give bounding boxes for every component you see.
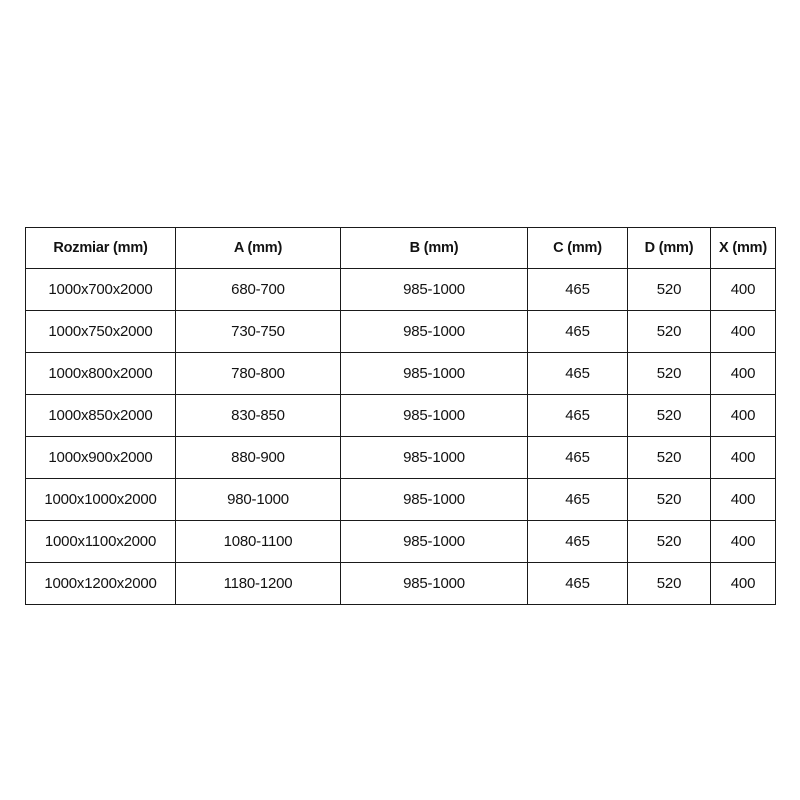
cell-b: 985-1000	[340, 268, 528, 311]
table-row: 1000x700x2000 680-700 985-1000 465 520 4…	[25, 268, 776, 311]
cell-rozmiar: 1000x750x2000	[25, 310, 176, 353]
cell-rozmiar: 1000x1100x2000	[25, 520, 176, 563]
cell-c: 465	[527, 520, 628, 563]
column-header-b: B (mm)	[340, 227, 528, 269]
cell-rozmiar: 1000x800x2000	[25, 352, 176, 395]
cell-d: 520	[627, 436, 711, 479]
cell-x: 400	[710, 394, 776, 437]
cell-a: 780-800	[175, 352, 341, 395]
cell-x: 400	[710, 520, 776, 563]
cell-d: 520	[627, 394, 711, 437]
column-header-rozmiar: Rozmiar (mm)	[25, 227, 176, 269]
column-header-x: X (mm)	[710, 227, 776, 269]
cell-b: 985-1000	[340, 562, 528, 605]
cell-d: 520	[627, 520, 711, 563]
cell-a: 980-1000	[175, 478, 341, 521]
cell-rozmiar: 1000x850x2000	[25, 394, 176, 437]
cell-d: 520	[627, 562, 711, 605]
table-row: 1000x900x2000 880-900 985-1000 465 520 4…	[25, 436, 776, 479]
table-row: 1000x1200x2000 1180-1200 985-1000 465 52…	[25, 562, 776, 605]
table-header: Rozmiar (mm) A (mm) B (mm) C (mm) D (mm)…	[25, 227, 776, 269]
cell-x: 400	[710, 352, 776, 395]
column-header-c: C (mm)	[527, 227, 628, 269]
cell-rozmiar: 1000x1200x2000	[25, 562, 176, 605]
table-body: 1000x700x2000 680-700 985-1000 465 520 4…	[25, 268, 776, 605]
cell-b: 985-1000	[340, 352, 528, 395]
cell-c: 465	[527, 436, 628, 479]
cell-a: 1180-1200	[175, 562, 341, 605]
cell-c: 465	[527, 562, 628, 605]
cell-rozmiar: 1000x1000x2000	[25, 478, 176, 521]
column-header-a: A (mm)	[175, 227, 341, 269]
cell-x: 400	[710, 310, 776, 353]
cell-x: 400	[710, 268, 776, 311]
table-row: 1000x750x2000 730-750 985-1000 465 520 4…	[25, 310, 776, 353]
column-header-d: D (mm)	[627, 227, 711, 269]
cell-c: 465	[527, 268, 628, 311]
dimensions-table-container: Rozmiar (mm) A (mm) B (mm) C (mm) D (mm)…	[25, 227, 776, 605]
cell-rozmiar: 1000x900x2000	[25, 436, 176, 479]
cell-c: 465	[527, 478, 628, 521]
table-row: 1000x1100x2000 1080-1100 985-1000 465 52…	[25, 520, 776, 563]
cell-b: 985-1000	[340, 436, 528, 479]
table-row: 1000x1000x2000 980-1000 985-1000 465 520…	[25, 478, 776, 521]
cell-b: 985-1000	[340, 520, 528, 563]
cell-a: 880-900	[175, 436, 341, 479]
dimensions-table: Rozmiar (mm) A (mm) B (mm) C (mm) D (mm)…	[25, 227, 776, 605]
cell-x: 400	[710, 478, 776, 521]
cell-a: 680-700	[175, 268, 341, 311]
cell-d: 520	[627, 478, 711, 521]
cell-a: 830-850	[175, 394, 341, 437]
table-header-row: Rozmiar (mm) A (mm) B (mm) C (mm) D (mm)…	[25, 227, 776, 269]
cell-c: 465	[527, 352, 628, 395]
cell-rozmiar: 1000x700x2000	[25, 268, 176, 311]
cell-b: 985-1000	[340, 310, 528, 353]
table-row: 1000x800x2000 780-800 985-1000 465 520 4…	[25, 352, 776, 395]
cell-d: 520	[627, 268, 711, 311]
cell-a: 730-750	[175, 310, 341, 353]
cell-d: 520	[627, 352, 711, 395]
table-row: 1000x850x2000 830-850 985-1000 465 520 4…	[25, 394, 776, 437]
cell-x: 400	[710, 562, 776, 605]
cell-b: 985-1000	[340, 478, 528, 521]
cell-b: 985-1000	[340, 394, 528, 437]
cell-d: 520	[627, 310, 711, 353]
cell-x: 400	[710, 436, 776, 479]
cell-c: 465	[527, 394, 628, 437]
cell-c: 465	[527, 310, 628, 353]
cell-a: 1080-1100	[175, 520, 341, 563]
